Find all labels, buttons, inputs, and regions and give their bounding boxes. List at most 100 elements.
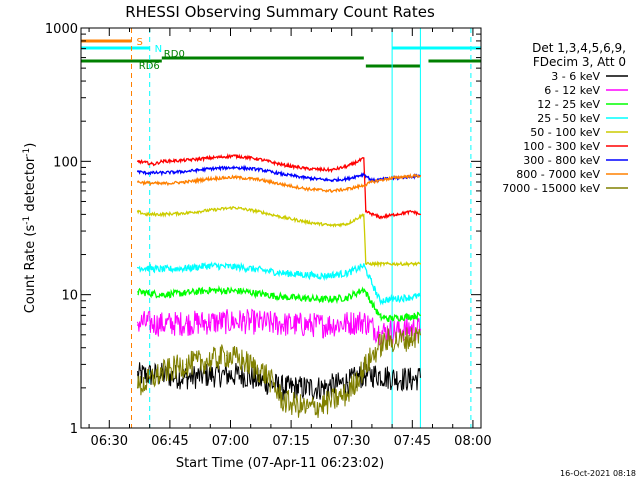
x-tick-label: 06:30 [91,434,128,449]
legend-label: 300 - 800 keV [523,154,600,167]
data-point [411,296,413,298]
data-point [233,206,236,209]
data-point [145,172,147,174]
y-tick-label: 10 [61,289,78,304]
data-point [411,263,413,265]
data-point [379,344,381,346]
data-point [365,210,367,213]
y-axis-label: Count Rate (s-1 detector-1) [22,143,38,314]
data-point [161,294,163,296]
data-point [209,157,211,159]
data-point [185,181,187,183]
data-point [209,209,211,211]
series-3 [136,261,421,306]
data-point [379,331,381,334]
data-point [242,374,244,376]
data-point [395,263,397,265]
data-point [363,288,365,290]
data-point [282,387,284,389]
x-tick-label: 08:00 [454,434,491,449]
y-tick-label: 1000 [45,22,78,37]
legend-entry: 50 - 100 keV [530,126,628,139]
data-point [330,169,333,171]
data-point [185,159,187,161]
data-point [387,340,389,342]
data-point [365,263,367,265]
data-point [363,184,365,186]
legend-label: 800 - 7000 keV [516,168,600,181]
data-point [242,266,244,269]
data-point [136,170,139,173]
data-point [136,210,139,213]
axis-ticks: 06:30 06:45 07:00 07:15 07:30 07:45 08:00 1 10 10… [45,22,492,449]
data-point [387,376,389,378]
data-point [387,178,389,180]
series-2 [136,285,421,323]
data-point [136,374,139,376]
data-point [306,177,308,179]
data-point [185,170,187,173]
series-line [136,206,421,268]
data-point [379,263,381,265]
series-4 [136,206,421,268]
data-point [419,376,421,378]
data-point [136,321,139,323]
data-point [306,188,308,190]
data-point [185,322,187,324]
data-point [209,265,211,267]
legend-entry: 7000 - 15000 keV [502,182,628,195]
data-point [153,163,155,165]
legend-label: 12 - 25 keV [537,98,600,111]
data-point [371,181,373,183]
data-point [145,213,147,215]
flag-label: N [155,44,162,55]
x-tick-label: 07:45 [394,434,431,449]
y-tick-label: 100 [53,155,78,170]
data-point [330,190,333,192]
legend-entry: 25 - 50 keV [537,112,628,125]
data-point [411,210,413,213]
data-point [322,298,325,301]
data-point [209,168,211,170]
data-point [136,160,139,162]
data-point [363,173,365,175]
data-point [306,168,308,170]
legend-label: 25 - 50 keV [537,112,600,125]
x-tick-label: 07:15 [272,434,309,449]
data-point [233,166,236,169]
x-tick-label: 07:30 [333,434,370,449]
data-point [322,403,325,406]
data-point [161,372,163,374]
data-point [330,179,333,181]
flag-label: RD0 [164,49,185,60]
data-point [145,161,147,164]
plot-frame [80,27,482,429]
data-point [136,181,139,183]
flag-label: S [137,37,143,48]
footer-timestamp: 16-Oct-2021 08:18 [560,469,636,478]
data-point [242,320,244,323]
legend-header-1: Det 1,3,4,5,6,9, [532,41,626,55]
series-8 [136,327,421,418]
data-point [282,173,284,175]
data-point [419,328,421,330]
legend-label: 100 - 300 keV [523,140,600,153]
data-point [233,155,236,157]
series-line [137,308,421,346]
data-point [419,295,421,297]
data-point [347,297,349,299]
data-point [136,291,139,293]
data-point [161,323,163,325]
data-point [209,321,211,323]
series-line [137,164,421,183]
data-point [347,178,349,180]
data-point [306,407,308,410]
series-7 [136,172,421,193]
data-point [233,176,236,178]
legend-entry: 6 - 12 keV [544,84,628,97]
data-point [347,188,349,190]
series-line [137,285,421,323]
data-point [363,265,365,267]
legend-label: 7000 - 15000 keV [502,182,600,195]
